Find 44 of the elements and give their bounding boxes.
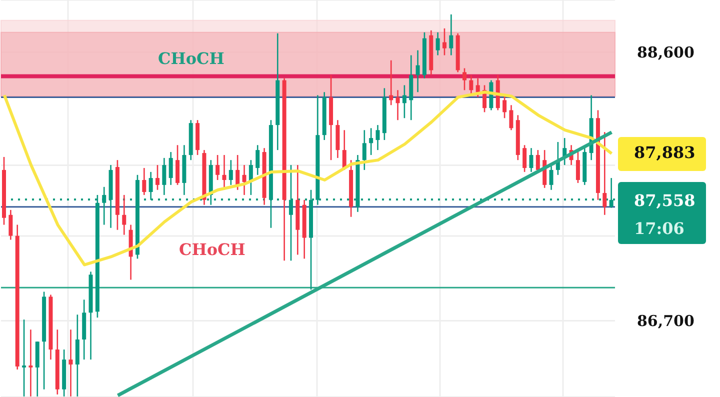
candlestick [142,167,146,196]
candlestick [416,50,420,93]
candlestick [389,60,394,106]
candlestick [256,144,260,176]
candlestick [376,124,380,151]
candlestick [102,186,106,226]
candlestick [529,147,534,173]
candlestick [462,68,466,91]
y-tick-label: 88,600 [637,44,694,62]
annotation: CHoCH [158,49,224,68]
candlestick [402,84,406,119]
candlestick [236,154,240,191]
ref-line-label: 87,558 [634,190,696,212]
candlestick [369,127,374,156]
candlestick [469,74,474,96]
candlestick [122,194,126,236]
annotation: CHoCH [179,240,246,259]
candlestick [449,14,454,56]
candlestick [156,164,160,191]
candlestick [216,154,220,181]
candlestick [522,144,527,173]
candlestick [8,209,13,240]
candlestick [502,94,507,119]
text: 17:06 [634,218,686,240]
y-tick-label: 86,700 [637,312,694,330]
candlestick [362,129,366,171]
candlestick [168,151,173,186]
candlestick [342,129,346,171]
candlestick [68,328,73,397]
candlestick [162,157,166,196]
candlestick [22,318,26,397]
candlestick [576,149,580,184]
candlestick [509,104,514,131]
candlestick [602,131,607,216]
candlestick [242,164,246,196]
candlestick [436,32,440,56]
candlestick [28,328,33,397]
line-series [2,90,614,266]
candlestick [476,78,480,98]
candlestick [228,159,233,186]
candlestick [176,144,180,186]
text: 87,883 [618,136,706,171]
candlestick [442,28,446,56]
candlestick [396,89,400,121]
